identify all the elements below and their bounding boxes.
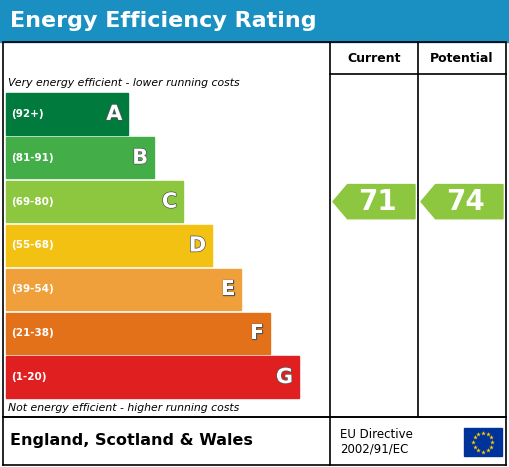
Text: 71: 71	[358, 188, 397, 216]
Bar	[6, 269, 241, 310]
Text: 2002/91/EC: 2002/91/EC	[340, 443, 408, 455]
Text: Potential: Potential	[430, 51, 494, 64]
Text: 74: 74	[446, 188, 485, 216]
Bar	[6, 93, 128, 134]
Text: E: E	[221, 279, 235, 299]
Bar	[6, 181, 183, 222]
Bar	[6, 225, 212, 266]
Text: G: G	[276, 367, 293, 387]
Text: Current: Current	[347, 51, 401, 64]
Text: (69-80): (69-80)	[11, 197, 53, 206]
Text: (21-38): (21-38)	[11, 328, 54, 338]
Text: A: A	[106, 104, 122, 124]
Text: D: D	[189, 235, 206, 255]
Text: (55-68): (55-68)	[11, 241, 54, 250]
Text: Not energy efficient - higher running costs: Not energy efficient - higher running co…	[8, 403, 239, 413]
Text: England, Scotland & Wales: England, Scotland & Wales	[10, 433, 253, 448]
Bar	[6, 356, 299, 398]
Text: C: C	[162, 191, 177, 212]
Text: (92+): (92+)	[11, 109, 44, 119]
Bar	[6, 312, 270, 354]
Text: B: B	[132, 148, 148, 168]
Polygon shape	[333, 184, 415, 219]
Bar	[6, 137, 154, 178]
Bar	[464, 428, 502, 456]
Text: (39-54): (39-54)	[11, 284, 54, 294]
Text: EU Directive: EU Directive	[340, 429, 413, 441]
Text: Very energy efficient - lower running costs: Very energy efficient - lower running co…	[8, 78, 240, 88]
Text: (81-91): (81-91)	[11, 153, 53, 163]
Text: F: F	[250, 323, 264, 343]
Text: Energy Efficiency Rating: Energy Efficiency Rating	[10, 11, 317, 31]
Polygon shape	[421, 184, 503, 219]
Text: (1-20): (1-20)	[11, 372, 46, 382]
Bar	[0, 0, 509, 42]
Bar	[3, 42, 506, 417]
